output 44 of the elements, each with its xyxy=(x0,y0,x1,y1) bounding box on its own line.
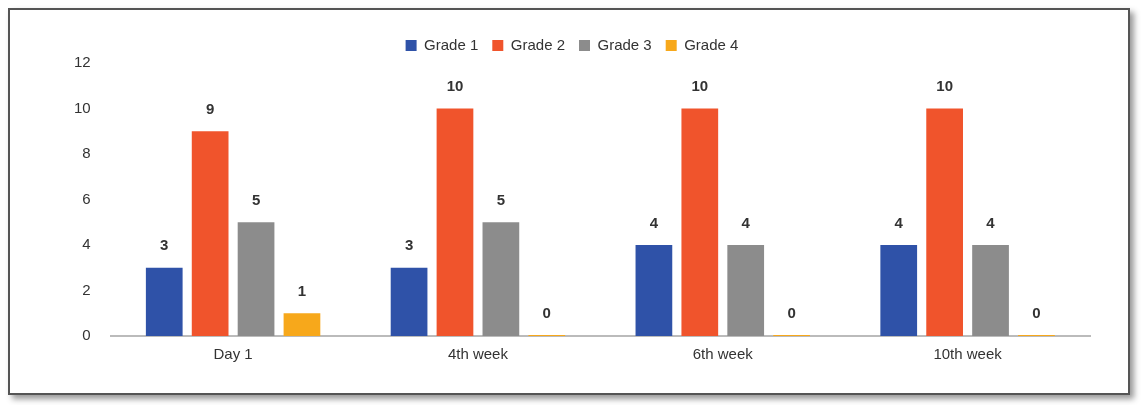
bar xyxy=(237,222,275,336)
x-tick-label: 6th week xyxy=(692,345,754,363)
bar xyxy=(390,267,428,336)
data-label: 0 xyxy=(787,303,796,321)
data-label: 4 xyxy=(986,213,996,231)
y-tick-label: 0 xyxy=(82,326,91,344)
bar xyxy=(191,131,229,336)
bar xyxy=(482,222,520,336)
data-label: 10 xyxy=(446,77,464,95)
data-label: 3 xyxy=(404,236,414,254)
data-label: 4 xyxy=(741,213,751,231)
y-tick-label: 6 xyxy=(82,189,91,207)
y-tick-label: 10 xyxy=(74,98,91,116)
data-label: 9 xyxy=(205,99,215,117)
bar xyxy=(972,245,1009,336)
bar xyxy=(635,245,673,336)
data-label: 10 xyxy=(936,77,953,95)
data-label: 0 xyxy=(542,303,551,321)
x-tick-label: Day 1 xyxy=(213,345,253,363)
x-tick-label: 4th week xyxy=(447,345,509,363)
y-tick-label: 8 xyxy=(82,144,91,162)
y-tick-label: 12 xyxy=(74,53,91,71)
bar xyxy=(681,108,719,336)
data-label: 0 xyxy=(1032,303,1041,321)
data-label: 5 xyxy=(496,190,506,208)
legend-label: Grade 3 xyxy=(597,35,652,53)
data-label: 5 xyxy=(251,190,261,208)
x-tick-label: 10th week xyxy=(933,345,1003,363)
bar xyxy=(926,108,963,336)
data-label: 10 xyxy=(691,77,709,95)
legend-label: Grade 1 xyxy=(424,35,479,53)
bar xyxy=(145,267,183,336)
bar xyxy=(436,108,474,336)
y-tick-label: 2 xyxy=(82,280,91,298)
bar xyxy=(727,245,765,336)
bar xyxy=(880,245,918,336)
data-label: 1 xyxy=(297,281,307,299)
data-label: 4 xyxy=(649,213,659,231)
y-tick-label: 4 xyxy=(82,235,91,253)
data-label: 3 xyxy=(160,236,169,254)
data-label: 4 xyxy=(894,213,904,231)
legend-label: Grade 4 xyxy=(684,35,739,53)
legend-label: Grade 2 xyxy=(510,35,565,53)
bar xyxy=(283,313,321,336)
